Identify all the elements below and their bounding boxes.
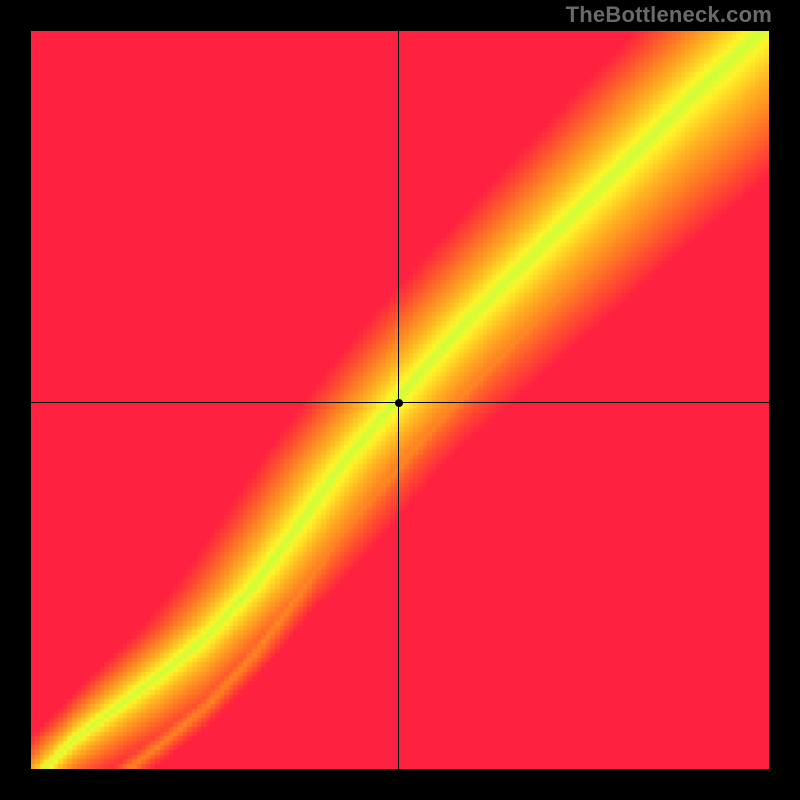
plot-area (31, 31, 769, 769)
chart-container: TheBottleneck.com (0, 0, 800, 800)
watermark-text: TheBottleneck.com (566, 2, 772, 28)
crosshair-dot (395, 399, 403, 407)
